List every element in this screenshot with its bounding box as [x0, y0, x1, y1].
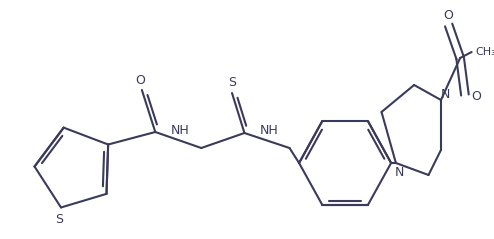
Text: S: S — [55, 213, 63, 226]
Text: NH: NH — [171, 124, 190, 136]
Text: O: O — [444, 9, 453, 22]
Text: CH₃: CH₃ — [476, 47, 494, 57]
Text: N: N — [395, 167, 405, 179]
Text: S: S — [228, 76, 236, 89]
Text: O: O — [135, 74, 145, 87]
Text: N: N — [441, 88, 451, 102]
Text: O: O — [471, 91, 481, 103]
Text: NH: NH — [259, 124, 278, 137]
